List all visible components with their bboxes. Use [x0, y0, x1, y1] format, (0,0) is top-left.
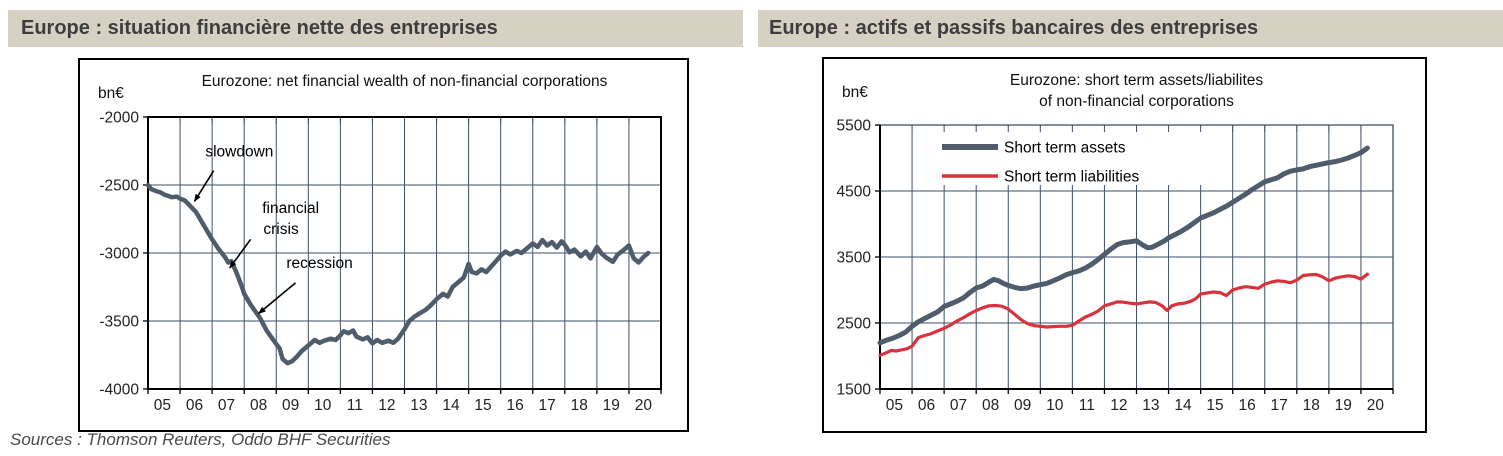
x-tick-label: 20: [635, 397, 653, 414]
y-tick-label: 2500: [837, 316, 872, 333]
annotation-arrow: [229, 238, 252, 269]
x-tick-label: 11: [1079, 397, 1095, 414]
annotation-label: recession: [286, 255, 352, 272]
annotation-label: slowdown: [205, 144, 273, 161]
sources-note: Sources : Thomson Reuters, Oddo BHF Secu…: [10, 430, 391, 449]
section-title-left: Europe : situation financière nette des …: [8, 10, 743, 47]
x-tick-label: 20: [1367, 397, 1385, 414]
x-tick-label: 12: [378, 397, 395, 414]
top-interior-ticks: [911, 125, 1362, 132]
annotation-label: financial: [262, 200, 319, 217]
y-axis-ticks: 5500 4500 3500 2500 1500: [837, 118, 880, 399]
x-tick-label: 17: [1271, 397, 1288, 414]
y-tick-label: 3500: [837, 250, 872, 267]
x-axis-ticks: [879, 389, 1394, 394]
section-title-right: Europe : actifs et passifs bancaires des…: [758, 10, 1503, 47]
series-line: [878, 272, 1370, 357]
x-tick-label: 15: [474, 397, 491, 414]
x-tick-label: 09: [1014, 397, 1031, 414]
x-tick-label: 12: [1110, 397, 1127, 414]
y-tick-label: -2000: [99, 110, 139, 127]
x-tick-label: 07: [950, 397, 967, 414]
unit-label: bn€: [98, 85, 124, 102]
x-tick-label: 19: [1335, 397, 1352, 414]
x-tick-label: 19: [603, 397, 620, 414]
x-tick-label: 08: [982, 397, 999, 414]
x-tick-label: 08: [250, 397, 267, 414]
chart-card-assets-liabilities: 5500 4500 3500 2500 1500 05 06 07 08 09 10 11 12 13 14…: [822, 57, 1427, 433]
y-tick-label: -3000: [99, 246, 139, 263]
y-tick-label: 5500: [837, 118, 872, 135]
legend-label: Short term assets: [1004, 140, 1126, 157]
chart-card-net-wealth: -2000 -2500 -3000 -3500 -4000 05 06 07 08 09 10 11 1…: [78, 58, 689, 432]
x-tick-label: 10: [314, 397, 332, 414]
x-tick-label: 09: [282, 397, 299, 414]
annotation-label: crisis: [263, 221, 299, 238]
x-tick-label: 05: [154, 397, 171, 414]
y-tick-label: 4500: [837, 184, 872, 201]
annotation-arrow: [193, 170, 215, 203]
chart-title: Eurozone: net financial wealth of non-fi…: [202, 73, 608, 90]
x-axis-labels: 05 06 07 08 09 10 11 12 13 14 15 16 17 18 19 20: [154, 397, 653, 414]
y-tick-label: -2500: [99, 178, 139, 195]
series-line: [145, 182, 651, 366]
x-tick-label: 14: [442, 397, 460, 414]
x-tick-label: 17: [539, 397, 556, 414]
x-tick-label: 13: [1142, 397, 1159, 414]
y-tick-label: 1500: [837, 382, 872, 399]
legend-label: Short term liabilities: [1004, 169, 1139, 186]
x-tick-label: 05: [886, 397, 903, 414]
chart-title: of non-financial corporations: [1039, 93, 1234, 110]
x-tick-label: 07: [218, 397, 235, 414]
y-tick-label: -3500: [99, 314, 139, 331]
x-tick-label: 16: [1238, 397, 1255, 414]
x-tick-label: 11: [347, 397, 363, 414]
x-tick-label: 13: [410, 397, 427, 414]
x-tick-label: 14: [1174, 397, 1192, 414]
y-axis-ticks: -2000 -2500 -3000 -3500 -4000: [99, 110, 148, 399]
x-tick-label: 06: [186, 397, 203, 414]
chart-title: Eurozone: short term assets/liabilites: [1010, 72, 1264, 89]
x-tick-label: 16: [506, 397, 523, 414]
net-wealth-chart: -2000 -2500 -3000 -3500 -4000 05 06 07 08 09 10 11 1…: [98, 73, 662, 414]
x-tick-label: 10: [1046, 397, 1064, 414]
x-tick-label: 18: [1303, 397, 1320, 414]
x-axis-ticks: [147, 389, 662, 394]
series-line: [877, 145, 1370, 346]
horizontal-gridlines: [880, 190, 1393, 324]
unit-label: bn€: [842, 84, 868, 101]
assets-liabilities-chart: 5500 4500 3500 2500 1500 05 06 07 08 09 10 11 12 13 14…: [837, 72, 1394, 414]
x-tick-label: 06: [918, 397, 935, 414]
y-tick-label: -4000: [99, 382, 139, 399]
annotation-arrow: [257, 282, 296, 315]
x-tick-label: 15: [1206, 397, 1223, 414]
top-interior-ticks: [179, 117, 630, 124]
x-axis-labels: 05 06 07 08 09 10 11 12 13 14 15 16 17 18 19 20: [886, 397, 1385, 414]
x-tick-label: 18: [571, 397, 588, 414]
